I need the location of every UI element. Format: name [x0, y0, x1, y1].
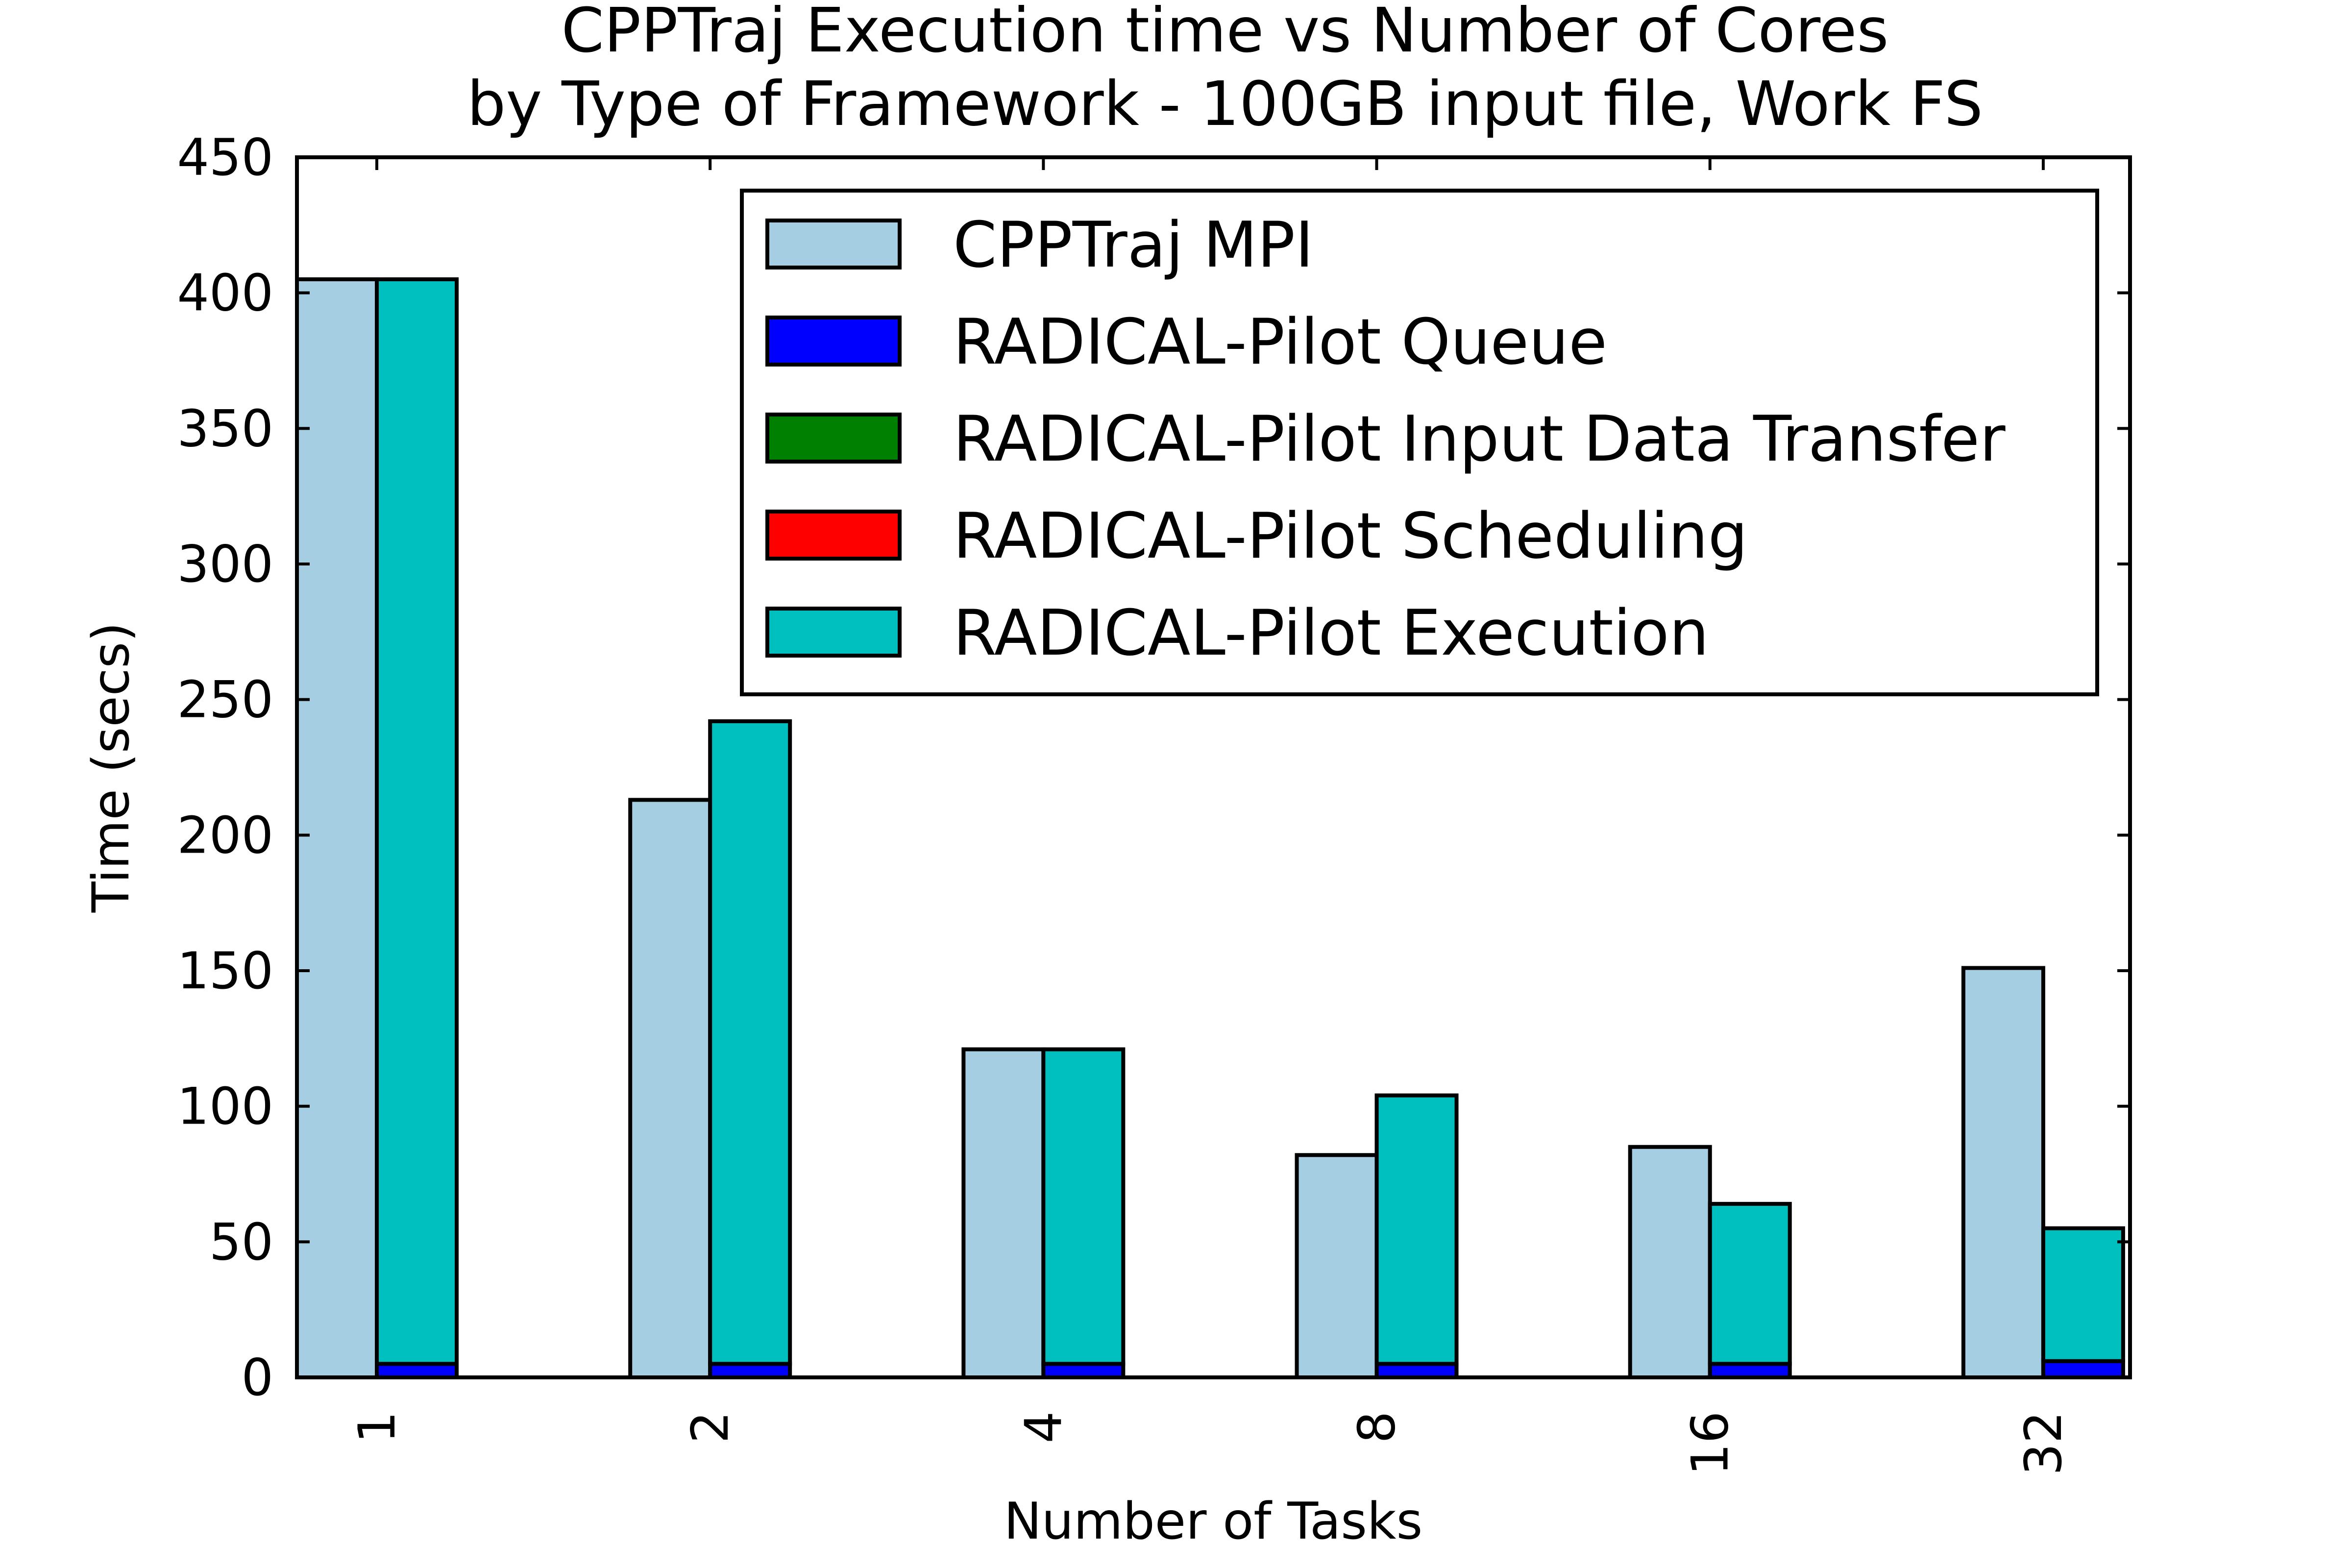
legend-label-3: RADICAL-Pilot Scheduling [953, 500, 1748, 573]
legend-swatch-3 [765, 510, 902, 561]
y-tick-label: 250 [177, 671, 273, 730]
legend-swatch-0 [765, 219, 902, 270]
legend-label-1: RADICAL-Pilot Queue [953, 306, 1607, 379]
legend-swatch-2 [765, 413, 902, 464]
legend-swatch-1 [765, 316, 902, 367]
legend-frame [740, 189, 2099, 696]
bar-mpi-series-0-cat-8 [1295, 1153, 1379, 1379]
bar-rp-series-4-cat-2 [708, 719, 792, 1366]
x-tick-label: 1 [348, 1411, 407, 1444]
y-tick-label: 150 [177, 942, 273, 1001]
bar-rp-series-4-cat-8 [1374, 1093, 1459, 1366]
bar-rp-series-4-cat-16 [1708, 1201, 1792, 1366]
x-tick-label: 8 [1348, 1411, 1407, 1444]
bar-mpi-series-0-cat-1 [295, 277, 379, 1379]
legend: CPPTraj MPI RADICAL-Pilot Queue RADICAL-Pi… [740, 189, 2099, 696]
chart-title-line-2: by Type of Framework - 100GB input file,… [467, 69, 1983, 140]
legend-label-0: CPPTraj MPI [953, 209, 1314, 282]
x-tick-label: 4 [1014, 1411, 1073, 1444]
y-axis-label: Time (secs) [82, 622, 141, 913]
bar-mpi-series-0-cat-4 [961, 1047, 1046, 1379]
ticks-layer: 0 50 100 150 200 250 300 350 400 450 1 2 4 8 16 32 [177, 128, 2130, 1475]
y-tick-label: 0 [241, 1348, 273, 1407]
y-tick-label: 100 [177, 1078, 273, 1136]
bar-mpi-series-0-cat-32 [1961, 966, 2045, 1379]
bar-rp-series-1-cat-8 [1374, 1362, 1459, 1379]
bar-rp-series-4-cat-32 [2041, 1226, 2125, 1363]
bar-rp-series-1-cat-1 [375, 1362, 459, 1379]
legend-swatch-4 [765, 607, 902, 658]
bar-mpi-series-0-cat-16 [1628, 1145, 1712, 1380]
bar-rp-series-1-cat-2 [708, 1362, 792, 1379]
bar-rp-series-4-cat-1 [375, 277, 459, 1366]
bar-rp-series-1-cat-16 [1708, 1362, 1792, 1379]
y-tick-label: 450 [177, 128, 273, 187]
bars-layer [295, 277, 2125, 1380]
x-tick-label: 32 [2014, 1411, 2073, 1475]
y-tick-label: 400 [177, 264, 273, 323]
y-tick-label: 200 [177, 806, 273, 865]
bar-rp-series-1-cat-4 [1041, 1362, 1126, 1379]
y-tick-label: 350 [177, 399, 273, 458]
bar-rp-series-4-cat-4 [1041, 1047, 1126, 1366]
legend-items: CPPTraj MPI RADICAL-Pilot Queue RADICAL-Pi… [765, 209, 2006, 670]
bar-mpi-series-0-cat-2 [628, 798, 712, 1379]
y-tick-label: 50 [209, 1213, 273, 1272]
plot-frame [295, 155, 2132, 1379]
x-axis-label: Number of Tasks [1004, 1492, 1422, 1551]
legend-label-2: RADICAL-Pilot Input Data Transfer [953, 403, 2006, 476]
x-tick-label: 2 [681, 1411, 740, 1444]
y-tick-label: 300 [177, 535, 273, 594]
x-tick-label: 16 [1681, 1411, 1740, 1475]
bar-rp-series-1-cat-32 [2041, 1359, 2125, 1380]
chart-title-line-1: CPPTraj Execution time vs Number of Core… [561, 0, 1888, 66]
legend-label-4: RADICAL-Pilot Execution [953, 597, 1709, 670]
